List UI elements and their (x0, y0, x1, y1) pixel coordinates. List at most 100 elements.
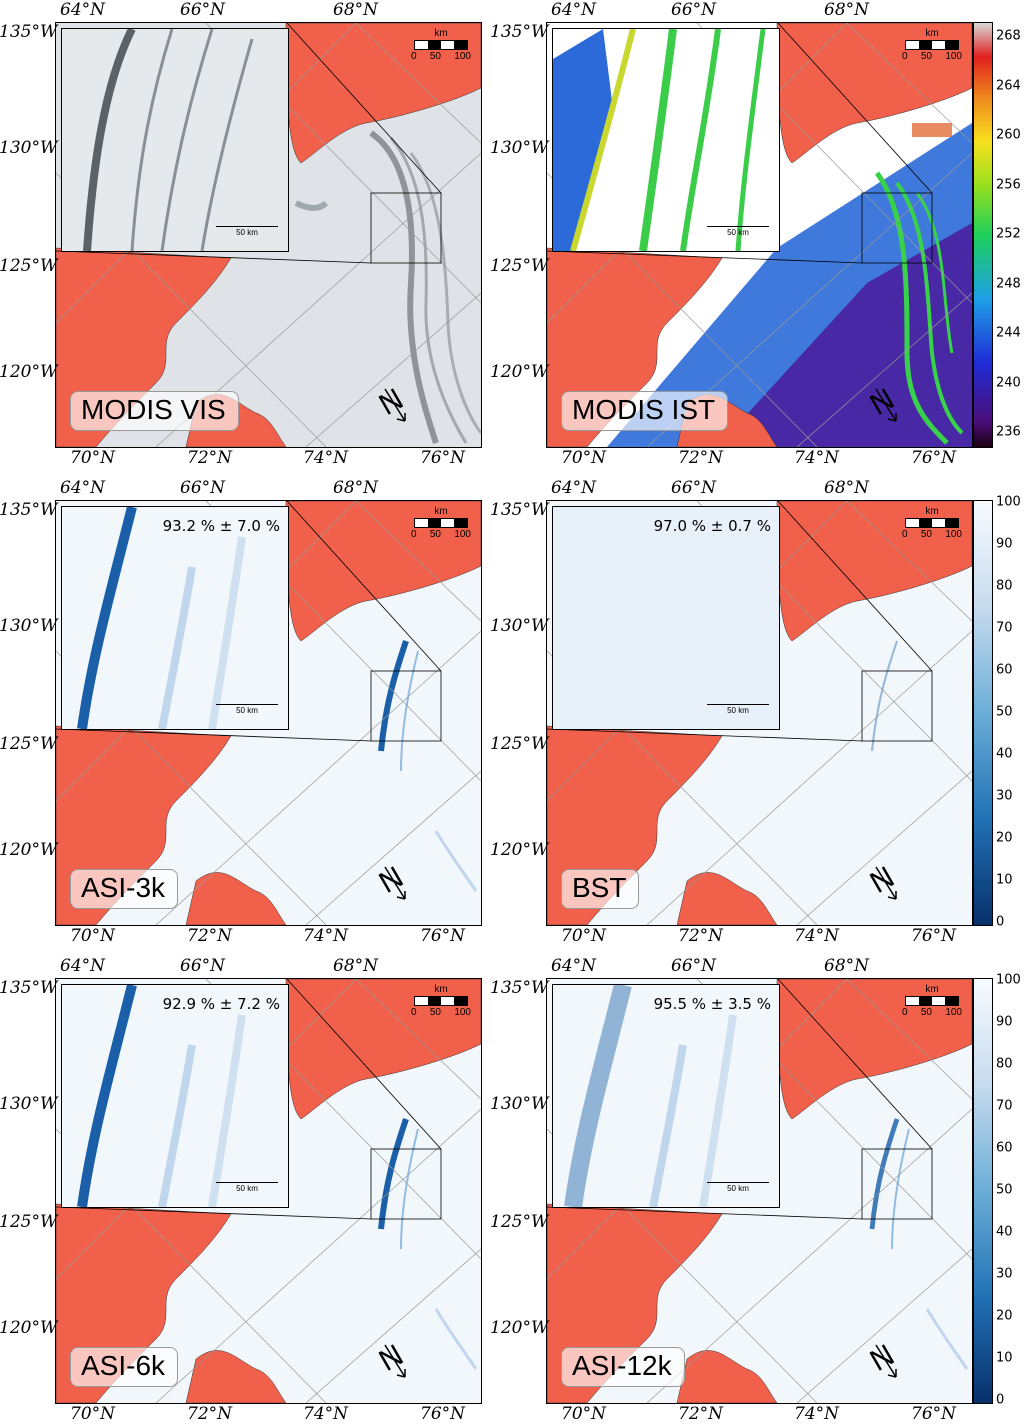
scale-number: 50 (429, 529, 441, 540)
inset-scale-bar: 50 km (216, 1182, 278, 1193)
lat-label-bottom: 74°N (794, 448, 840, 468)
scale-title: km (434, 28, 448, 39)
lat-label-bottom: 76°N (420, 1404, 466, 1424)
zoom-inset: 50 km 93.2 % ± 7.0 % (61, 506, 289, 730)
scale-number: 100 (454, 529, 471, 540)
north-arrow-icon: N (375, 381, 411, 425)
inset-scale-label: 50 km (236, 706, 258, 715)
inset-scale-bar: 50 km (216, 704, 278, 715)
scale-title: km (925, 506, 939, 517)
panel-label: ASI-6k (70, 1347, 179, 1387)
lat-label-bottom: 72°N (678, 448, 724, 468)
colorbar-tick: 20 (996, 1308, 1013, 1324)
lon-label: 120°W (0, 362, 58, 382)
lat-label-top: 66°N (180, 0, 226, 20)
lat-label-bottom: 70°N (561, 1404, 607, 1424)
map-scale-bar: km 0 50 100 (411, 506, 471, 540)
scale-number: 50 (920, 529, 932, 540)
map-modis-ist: 50 km km 0 50 100 N MODIS IST (546, 22, 973, 448)
scale-number: 0 (411, 529, 417, 540)
lat-label-top: 66°N (180, 956, 226, 976)
map-scale-bar: km 0 50 100 (902, 506, 962, 540)
lat-label-bottom: 76°N (911, 926, 957, 946)
colorbar-tick: 260 (996, 127, 1021, 143)
scale-title: km (925, 984, 939, 995)
map-asi-6k: 50 km 92.9 % ± 7.2 % km 0 50 100 N ASI-6k (55, 978, 482, 1404)
north-arrow-icon: N (375, 1337, 411, 1381)
panel-label: ASI-3k (70, 869, 179, 909)
inset-scale-label: 50 km (727, 1184, 749, 1193)
lat-label-bottom: 76°N (420, 926, 466, 946)
lon-label: 135°W (0, 978, 58, 998)
colorbar-tick: 20 (996, 830, 1013, 846)
zoom-inset: 50 km 95.5 % ± 3.5 % (552, 984, 780, 1208)
scale-number: 100 (945, 1007, 962, 1018)
scale-title: km (434, 984, 448, 995)
colorbar-tick: 60 (996, 662, 1013, 678)
colorbar-tick: 0 (996, 914, 1005, 930)
lon-label: 120°W (0, 840, 58, 860)
map-asi-3k: 50 km 93.2 % ± 7.0 % km 0 50 100 N ASI-3k (55, 500, 482, 926)
map-bst: 50 km 97.0 % ± 0.7 % km 0 50 100 N BST (546, 500, 973, 926)
inset-scale-label: 50 km (236, 1184, 258, 1193)
colorbar-tick: 70 (996, 620, 1013, 636)
lon-label: 130°W (490, 616, 549, 636)
colorbar-tick: 30 (996, 788, 1013, 804)
scale-number: 0 (902, 529, 908, 540)
lat-label-bottom: 72°N (187, 926, 233, 946)
lat-label-bottom: 74°N (794, 1404, 840, 1424)
colorbar-tick: 100 (996, 972, 1021, 988)
scale-title: km (434, 506, 448, 517)
lon-label: 135°W (0, 22, 58, 42)
lat-label-top: 68°N (333, 956, 379, 976)
colorbar-tick: 50 (996, 1182, 1013, 1198)
lat-label-top: 68°N (824, 478, 870, 498)
colorbar-tick: 90 (996, 1014, 1013, 1030)
map-scale-bar: km 0 50 100 (411, 984, 471, 1018)
lat-label-top: 68°N (333, 478, 379, 498)
lon-label: 135°W (490, 22, 549, 42)
north-arrow-icon: N (866, 381, 902, 425)
lon-label: 120°W (0, 1318, 58, 1338)
lat-label-bottom: 70°N (70, 1404, 116, 1424)
lat-label-top: 68°N (333, 0, 379, 20)
colorbar-tick: 100 (996, 494, 1021, 510)
scale-number: 0 (411, 51, 417, 62)
lon-label: 135°W (490, 978, 549, 998)
colorbar-tick: 90 (996, 536, 1013, 552)
zoom-inset: 50 km 92.9 % ± 7.2 % (61, 984, 289, 1208)
scale-number: 0 (411, 1007, 417, 1018)
svg-text:N: N (866, 383, 900, 422)
lat-label-top: 64°N (60, 0, 106, 20)
svg-text:N: N (866, 861, 900, 900)
north-arrow-icon: N (866, 859, 902, 903)
colorbar-tick: 10 (996, 872, 1013, 888)
lon-label: 125°W (0, 1212, 58, 1232)
scale-number: 100 (454, 1007, 471, 1018)
scale-number: 100 (945, 51, 962, 62)
lat-label-bottom: 74°N (303, 448, 349, 468)
lat-label-top: 66°N (671, 0, 717, 20)
scale-number: 50 (920, 51, 932, 62)
colorbar-tick: 244 (996, 325, 1021, 341)
colorbar-tick: 50 (996, 704, 1013, 720)
zoom-inset: 50 km 97.0 % ± 0.7 % (552, 506, 780, 730)
map-scale-bar: km 0 50 100 (411, 28, 471, 62)
lon-label: 130°W (0, 616, 58, 636)
lat-label-top: 68°N (824, 956, 870, 976)
scale-number: 100 (454, 51, 471, 62)
colorbar-tick: 268 (996, 28, 1021, 44)
lat-label-bottom: 72°N (187, 1404, 233, 1424)
inset-scale-bar: 50 km (216, 226, 278, 237)
lat-label-top: 64°N (551, 956, 597, 976)
lon-label: 135°W (490, 500, 549, 520)
lat-label-bottom: 76°N (911, 1404, 957, 1424)
lon-label: 125°W (490, 1212, 549, 1232)
colorbar-tick: 80 (996, 1056, 1013, 1072)
lat-label-bottom: 74°N (794, 926, 840, 946)
panel-label: ASI-12k (561, 1347, 685, 1387)
lon-label: 120°W (490, 362, 549, 382)
panel-label: MODIS VIS (70, 391, 239, 431)
concentration-stat: 93.2 % ± 7.0 % (162, 517, 280, 535)
colorbar-tick: 248 (996, 276, 1021, 291)
